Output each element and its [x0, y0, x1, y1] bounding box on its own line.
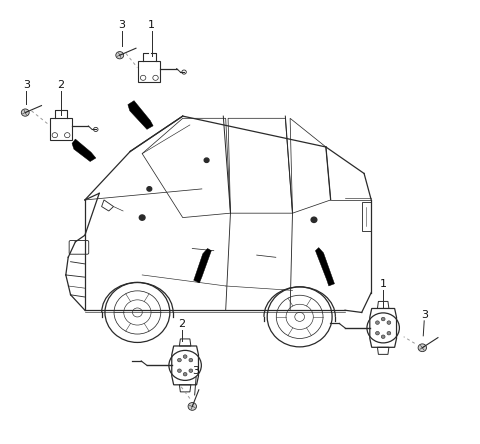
Circle shape [188, 403, 196, 410]
Circle shape [375, 331, 379, 335]
Polygon shape [128, 101, 153, 129]
Circle shape [295, 313, 304, 321]
Circle shape [147, 187, 152, 191]
Text: 1: 1 [148, 20, 155, 30]
Circle shape [375, 321, 379, 325]
Text: 2: 2 [58, 79, 65, 90]
Circle shape [381, 335, 385, 338]
Text: 2: 2 [178, 319, 185, 329]
Circle shape [183, 355, 187, 358]
Circle shape [178, 369, 181, 373]
Circle shape [139, 215, 145, 220]
Circle shape [183, 373, 187, 376]
Circle shape [189, 369, 193, 373]
Circle shape [189, 358, 193, 362]
Circle shape [132, 308, 142, 317]
Text: 3: 3 [118, 20, 125, 30]
Circle shape [387, 331, 391, 335]
Text: 1: 1 [380, 279, 387, 289]
Text: 3: 3 [192, 366, 200, 377]
Text: 3: 3 [420, 310, 428, 320]
Polygon shape [72, 139, 96, 162]
Text: 3: 3 [23, 79, 30, 90]
Circle shape [178, 358, 181, 362]
Circle shape [381, 317, 385, 321]
Circle shape [311, 217, 317, 222]
Circle shape [204, 158, 209, 163]
Circle shape [21, 109, 29, 116]
Polygon shape [315, 248, 335, 286]
Circle shape [418, 344, 427, 352]
Circle shape [116, 52, 124, 59]
Polygon shape [194, 249, 211, 283]
Circle shape [387, 321, 391, 325]
